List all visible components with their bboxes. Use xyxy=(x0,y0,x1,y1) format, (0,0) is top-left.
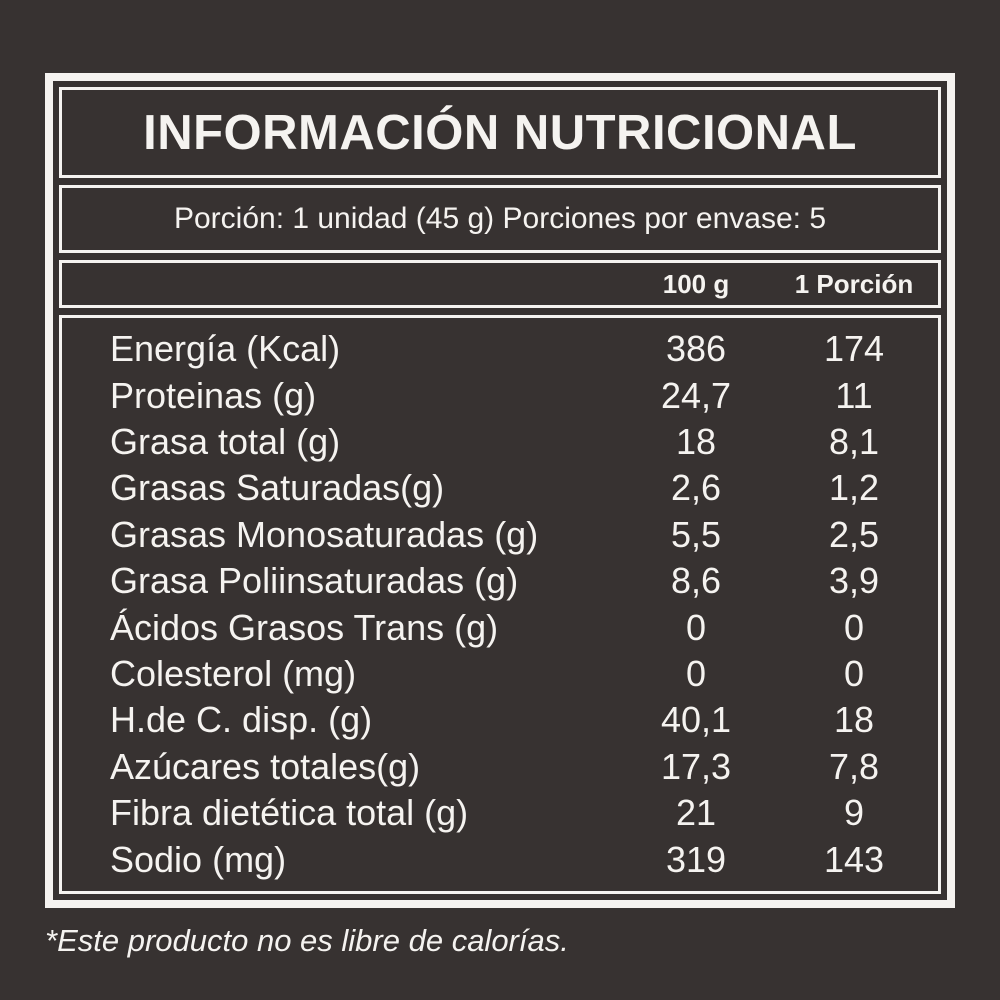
table-row: Sodio (mg) 319 143 xyxy=(62,839,938,881)
value-per-100g: 0 xyxy=(685,606,707,648)
value-per-100g: 24,7 xyxy=(660,374,732,416)
value-per-portion: 3,9 xyxy=(828,560,880,602)
table-row: Azúcares totales(g) 17,3 7,8 xyxy=(62,746,938,788)
value-per-portion: 0 xyxy=(843,606,865,648)
nutrient-table: Energía (Kcal) 386 174 Proteinas (g) 24,7 11 G… xyxy=(59,315,941,894)
label-title: INFORMACIÓN NUTRICIONAL xyxy=(143,105,857,160)
table-row: Colesterol (mg) 0 0 xyxy=(62,653,938,695)
column-header-section: 100 g 1 Porción xyxy=(59,260,941,308)
nutrient-name: Grasa Poliinsaturadas (g) xyxy=(110,560,519,602)
column-header-100g: 100 g xyxy=(662,268,730,299)
value-per-portion: 9 xyxy=(843,792,865,834)
table-row: Grasa Poliinsaturadas (g) 8,6 3,9 xyxy=(62,560,938,602)
nutrient-name: H.de C. disp. (g) xyxy=(110,699,373,741)
table-row: Proteinas (g) 24,7 11 xyxy=(62,375,938,417)
value-per-portion: 0 xyxy=(843,653,865,695)
value-per-portion: 1,2 xyxy=(828,467,880,509)
value-per-portion: 18 xyxy=(833,699,875,741)
value-per-100g: 5,5 xyxy=(670,513,722,555)
nutrient-name: Grasa total (g) xyxy=(110,421,341,463)
table-row: H.de C. disp. (g) 40,1 18 xyxy=(62,699,938,741)
value-per-portion: 8,1 xyxy=(828,421,880,463)
value-per-100g: 17,3 xyxy=(660,745,732,787)
value-per-100g: 21 xyxy=(675,792,717,834)
column-header-porcion: 1 Porción xyxy=(794,268,914,299)
value-per-portion: 2,5 xyxy=(828,513,880,555)
nutrient-name: Grasas Saturadas(g) xyxy=(110,467,445,509)
nutrient-name: Proteinas (g) xyxy=(110,374,317,416)
value-per-100g: 0 xyxy=(685,653,707,695)
value-per-100g: 18 xyxy=(675,421,717,463)
nutrition-label-frame: INFORMACIÓN NUTRICIONAL Porción: 1 unida… xyxy=(45,73,955,908)
value-per-100g: 40,1 xyxy=(660,699,732,741)
value-per-100g: 319 xyxy=(665,838,727,880)
value-per-portion: 7,8 xyxy=(828,745,880,787)
nutrient-name: Sodio (mg) xyxy=(110,838,287,880)
portion-section: Porción: 1 unidad (45 g) Porciones por e… xyxy=(59,185,941,253)
nutrient-name: Colesterol (mg) xyxy=(110,653,357,695)
nutrient-name: Fibra dietética total (g) xyxy=(110,792,469,834)
portion-info: Porción: 1 unidad (45 g) Porciones por e… xyxy=(173,202,827,235)
table-row: Grasa total (g) 18 8,1 xyxy=(62,421,938,463)
table-row: Ácidos Grasos Trans (g) 0 0 xyxy=(62,607,938,649)
value-per-portion: 11 xyxy=(835,374,873,416)
nutrient-name: Energía (Kcal) xyxy=(110,328,341,370)
value-per-100g: 386 xyxy=(665,328,727,370)
value-per-portion: 143 xyxy=(823,838,885,880)
footnote: *Este producto no es libre de calorías. xyxy=(45,923,569,958)
title-section: INFORMACIÓN NUTRICIONAL xyxy=(59,87,941,178)
nutrient-name: Ácidos Grasos Trans (g) xyxy=(110,606,499,648)
table-row: Energía (Kcal) 386 174 xyxy=(62,328,938,370)
value-per-100g: 8,6 xyxy=(670,560,722,602)
table-row: Fibra dietética total (g) 21 9 xyxy=(62,792,938,834)
value-per-100g: 2,6 xyxy=(670,467,722,509)
value-per-portion: 174 xyxy=(823,328,885,370)
table-row: Grasas Saturadas(g) 2,6 1,2 xyxy=(62,467,938,509)
table-row: Grasas Monosaturadas (g) 5,5 2,5 xyxy=(62,514,938,556)
nutrient-name: Azúcares totales(g) xyxy=(110,745,421,787)
nutrient-name: Grasas Monosaturadas (g) xyxy=(110,513,539,555)
